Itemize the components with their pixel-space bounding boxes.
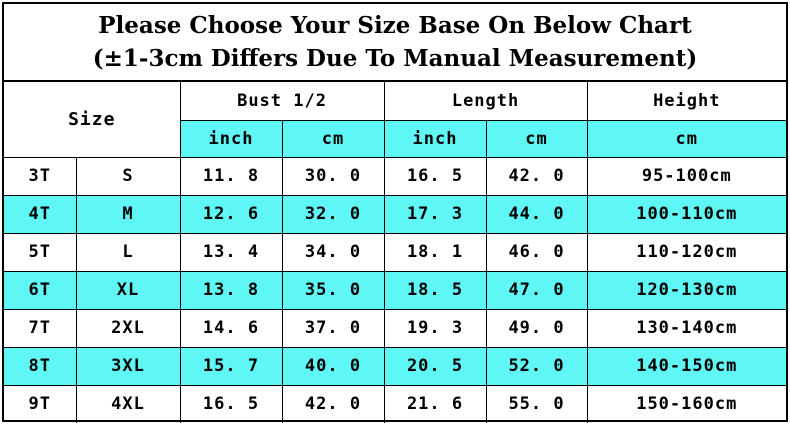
cell-bust-inch: 14. 6 (179, 308, 283, 348)
cell-bust-inch: 12. 6 (179, 194, 283, 234)
cell-size: XL (75, 270, 181, 310)
table-row: 8T 3XL 15. 7 40. 0 20. 5 52. 0 140-150cm (4, 346, 786, 386)
cell-length-cm: 49. 0 (485, 308, 588, 348)
cell-bust-cm: 32. 0 (281, 194, 385, 234)
header-size: Size (4, 82, 181, 158)
cell-height: 110-120cm (586, 232, 786, 272)
cell-bust-inch: 15. 7 (179, 346, 283, 386)
header-length: Length (383, 82, 588, 121)
cell-length-inch: 17. 3 (383, 194, 487, 234)
cell-bust-cm: 35. 0 (281, 270, 385, 310)
chart-title-line1: Please Choose Your Size Base On Below Ch… (98, 12, 692, 39)
subheader-length-cm: cm (485, 119, 588, 158)
chart-title: Please Choose Your Size Base On Below Ch… (4, 4, 786, 82)
cell-height: 130-140cm (586, 308, 786, 348)
cell-age: 6T (4, 270, 77, 310)
cell-age: 5T (4, 232, 77, 272)
cell-bust-cm: 30. 0 (281, 156, 385, 196)
cell-bust-cm: 42. 0 (281, 384, 385, 423)
cell-age: 4T (4, 194, 77, 234)
cell-height: 150-160cm (586, 384, 786, 423)
table-row: 9T 4XL 16. 5 42. 0 21. 6 55. 0 150-160cm (4, 384, 786, 423)
cell-age: 3T (4, 156, 77, 196)
cell-age: 8T (4, 346, 77, 386)
cell-size: 2XL (75, 308, 181, 348)
cell-height: 140-150cm (586, 346, 786, 386)
cell-length-inch: 18. 1 (383, 232, 487, 272)
cell-size: 4XL (75, 384, 181, 423)
cell-size: M (75, 194, 181, 234)
cell-length-cm: 47. 0 (485, 270, 588, 310)
chart-title-line2: (±1-3cm Differs Due To Manual Measuremen… (92, 45, 698, 72)
cell-bust-inch: 16. 5 (179, 384, 283, 423)
size-table: Size Bust 1/2 Length Height inch cm inch… (4, 82, 786, 423)
cell-length-inch: 19. 3 (383, 308, 487, 348)
cell-bust-cm: 40. 0 (281, 346, 385, 386)
cell-height: 100-110cm (586, 194, 786, 234)
subheader-bust-cm: cm (281, 119, 385, 158)
cell-length-inch: 21. 6 (383, 384, 487, 423)
cell-bust-inch: 13. 4 (179, 232, 283, 272)
cell-size: L (75, 232, 181, 272)
cell-length-cm: 52. 0 (485, 346, 588, 386)
subheader-bust-inch: inch (180, 119, 283, 158)
cell-length-cm: 42. 0 (485, 156, 588, 196)
header-bust: Bust 1/2 (179, 82, 385, 121)
table-row: 5T L 13. 4 34. 0 18. 1 46. 0 110-120cm (4, 232, 786, 272)
table-row: 7T 2XL 14. 6 37. 0 19. 3 49. 0 130-140cm (4, 308, 786, 348)
cell-bust-inch: 13. 8 (179, 270, 283, 310)
cell-bust-cm: 34. 0 (281, 232, 385, 272)
cell-bust-inch: 11. 8 (179, 156, 283, 196)
cell-size: S (75, 156, 181, 196)
cell-length-cm: 46. 0 (485, 232, 588, 272)
table-row: 4T M 12. 6 32. 0 17. 3 44. 0 100-110cm (4, 194, 786, 234)
header-height: Height (586, 82, 786, 121)
cell-length-cm: 44. 0 (485, 194, 588, 234)
cell-size: 3XL (75, 346, 181, 386)
cell-age: 7T (4, 308, 77, 348)
cell-age: 9T (4, 384, 77, 423)
cell-length-inch: 20. 5 (383, 346, 487, 386)
header-group-row: Size Bust 1/2 Length Height (4, 82, 786, 158)
cell-length-cm: 55. 0 (485, 384, 588, 423)
cell-length-inch: 16. 5 (383, 156, 487, 196)
table-row: 3T S 11. 8 30. 0 16. 5 42. 0 95-100cm (4, 156, 786, 196)
cell-height: 120-130cm (586, 270, 786, 310)
subheader-height-cm: cm (586, 119, 786, 158)
subheader-length-inch: inch (383, 119, 487, 158)
cell-length-inch: 18. 5 (383, 270, 487, 310)
table-row: 6T XL 13. 8 35. 0 18. 5 47. 0 120-130cm (4, 270, 786, 310)
cell-bust-cm: 37. 0 (281, 308, 385, 348)
cell-height: 95-100cm (586, 156, 786, 196)
